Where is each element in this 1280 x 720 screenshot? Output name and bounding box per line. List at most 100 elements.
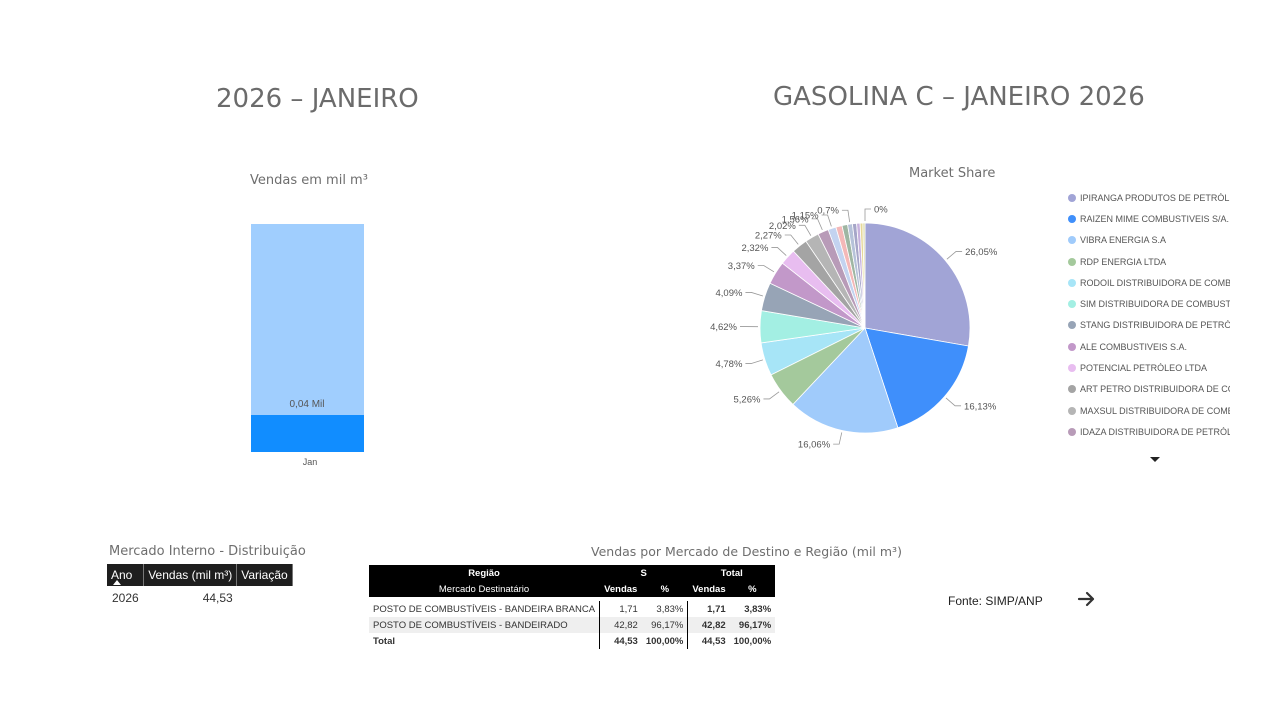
legend-label: VIBRA ENERGIA S.A (1080, 235, 1167, 246)
legend-item[interactable]: POTENCIAL PETRÓLEO LTDA (1068, 357, 1230, 378)
col-t-pct[interactable]: % (729, 581, 776, 597)
legend-item[interactable]: SIM DISTRIBUIDORA DE COMBUSTI... (1068, 293, 1230, 314)
legend-item[interactable]: ART PETRO DISTRIBUIDORA DE CO... (1068, 379, 1230, 400)
legend-label: IPIRANGA PRODUTOS DE PETRÓLE... (1080, 192, 1230, 203)
left-page-title: 2026 – JANEIRO (216, 84, 419, 114)
pie-data-label: 4,09% (716, 288, 743, 299)
legend-swatch (1068, 427, 1076, 436)
cell-t-pct: 96,17% (729, 617, 776, 633)
legend-item[interactable]: IDAZA DISTRIBUIDORA DE PETRÓLE... (1068, 421, 1230, 442)
col-t-vendas[interactable]: Vendas (687, 581, 730, 597)
col-variacao[interactable]: Variação (236, 564, 293, 586)
pie-data-label: 1,15% (792, 211, 819, 222)
legend-item[interactable]: RDP ENERGIA LTDA (1068, 251, 1230, 272)
pie-data-label: 16,13% (964, 401, 997, 412)
legend-swatch (1068, 406, 1076, 415)
legend-swatch (1068, 214, 1076, 223)
legend-swatch (1068, 193, 1076, 202)
legend-swatch (1068, 321, 1076, 330)
cell-s-vendas: 1,71 (619, 603, 638, 615)
pie-data-label: 5,26% (734, 394, 761, 405)
cell-total-label: Total (369, 633, 601, 649)
legend-label: IDAZA DISTRIBUIDORA DE PETRÓLE... (1080, 426, 1230, 437)
pie-data-label: 0% (874, 205, 888, 216)
legend-swatch (1068, 257, 1076, 266)
bar-jan-small[interactable] (251, 415, 364, 452)
sales-chart-title: Vendas em mil m³ (250, 173, 368, 188)
col-regiao[interactable]: Região (369, 565, 601, 581)
pie-data-label: 4,78% (715, 359, 742, 370)
cell-s-pct: 96,17% (641, 617, 689, 633)
legend-item[interactable]: STANG DISTRIBUIDORA DE PETRÓL... (1068, 315, 1230, 336)
pie-data-label: 2,27% (755, 230, 782, 241)
col-region-s[interactable]: S (599, 565, 689, 581)
pie-leader-line (946, 251, 963, 260)
cell-ano: 2026 (112, 591, 139, 605)
pie-leader-line (945, 397, 962, 407)
legend-item[interactable]: VIBRA ENERGIA S.A (1068, 230, 1230, 251)
table-row: POSTO DE COMBUSTÍVEIS - BANDEIRA BRANCA … (369, 601, 775, 617)
col-mercado-destinatario[interactable]: Mercado Destinatário (369, 581, 601, 597)
col-s-vendas[interactable]: Vendas (599, 581, 643, 597)
legend-label: MAXSUL DISTRIBUIDORA DE COMB... (1080, 405, 1230, 416)
pie-leader-line (757, 265, 775, 273)
pie-leader-line (771, 247, 787, 256)
legend-item[interactable]: RODOIL DISTRIBUIDORA DE COMB... (1068, 272, 1230, 293)
cell-total-s-vendas: 44,53 (614, 635, 638, 647)
legend-item[interactable]: RAIZEN MIME COMBUSTIVEIS S/A. (1068, 208, 1230, 229)
arrow-right-icon[interactable] (1077, 590, 1097, 608)
mercado-interno-table: Ano Vendas (mil m³) Variação 2026 44,53 (107, 564, 293, 610)
col-s-pct[interactable]: % (641, 581, 689, 597)
pie-data-label: 2,32% (741, 243, 768, 254)
legend-label: RAIZEN MIME COMBUSTIVEIS S/A. (1080, 213, 1230, 224)
legend-item[interactable]: MAXSUL DISTRIBUIDORA DE COMB... (1068, 400, 1230, 421)
pie-slice[interactable] (792, 327, 899, 434)
pie-slice[interactable] (864, 327, 969, 429)
legend-label: RODOIL DISTRIBUIDORA DE COMB... (1080, 277, 1230, 288)
pie-data-label: 16,06% (798, 440, 831, 451)
market-share-title: Market Share (909, 166, 996, 181)
cell-total-t-vendas: 44,53 (701, 635, 726, 647)
legend-label: ART PETRO DISTRIBUIDORA DE CO... (1080, 384, 1230, 395)
table-row: POSTO DE COMBUSTÍVEIS - BANDEIRADO 42,82… (369, 617, 776, 633)
pie-leader-line (821, 214, 832, 227)
col-total[interactable]: Total (687, 565, 776, 581)
pie-leader-line (841, 209, 851, 223)
col-ano[interactable]: Ano (107, 564, 145, 586)
x-tick-label-jan: Jan (303, 457, 318, 467)
pie-data-label: 1,56% (782, 214, 809, 225)
pie-leader-line (784, 234, 799, 245)
col-vendas[interactable]: Vendas (mil m³) (143, 564, 238, 586)
cell-t-pct: 3,83% (744, 603, 772, 615)
legend-label: ALE COMBUSTIVEIS S.A. (1080, 341, 1188, 352)
cell-mercado: POSTO DE COMBUSTÍVEIS - BANDEIRA BRANCA (369, 601, 601, 617)
legend-swatch (1068, 385, 1076, 394)
pie-leader-line (798, 224, 812, 236)
legend-item[interactable]: IPIRANGA PRODUTOS DE PETRÓLE... (1068, 187, 1230, 208)
caret-down-icon[interactable] (1150, 457, 1160, 462)
pie-leader-line (833, 432, 843, 445)
pie-data-label: 4,62% (710, 322, 737, 333)
bar-jan-main[interactable] (251, 224, 364, 415)
cell-t-vendas: 1,71 (707, 603, 726, 615)
pie-slice[interactable] (864, 222, 971, 347)
legend-swatch (1068, 236, 1076, 245)
cell-mercado: POSTO DE COMBUSTÍVEIS - BANDEIRADO (369, 617, 601, 633)
pie-leader-line (864, 208, 871, 221)
pie-data-label: 3,37% (728, 261, 755, 272)
sort-ascending-icon[interactable] (113, 580, 121, 585)
pie-leader-line (763, 391, 780, 400)
pie-leader-line (811, 218, 823, 231)
pie-slice[interactable] (862, 222, 866, 329)
legend-item[interactable]: ALE COMBUSTIVEIS S.A. (1068, 336, 1230, 357)
destino-title: Vendas por Mercado de Destino e Região (… (591, 544, 902, 559)
legend-label: STANG DISTRIBUIDORA DE PETRÓL... (1080, 320, 1230, 331)
market-share-pie: 26,05% 16,13% 16,06% 5,26% 4,78% 4,62% 4,09% 3,… (710, 205, 998, 451)
pie-data-label: 2,02% (769, 221, 796, 232)
legend-label: SIM DISTRIBUIDORA DE COMBUSTI... (1080, 299, 1230, 310)
cell-total-s-pct: 100,00% (641, 633, 689, 649)
cell-variacao (237, 586, 292, 610)
legend-swatch (1068, 300, 1076, 309)
bar-data-label: 0,04 Mil (289, 399, 324, 410)
destino-table: Região S Total Mercado Destinatário Vend… (369, 565, 776, 649)
